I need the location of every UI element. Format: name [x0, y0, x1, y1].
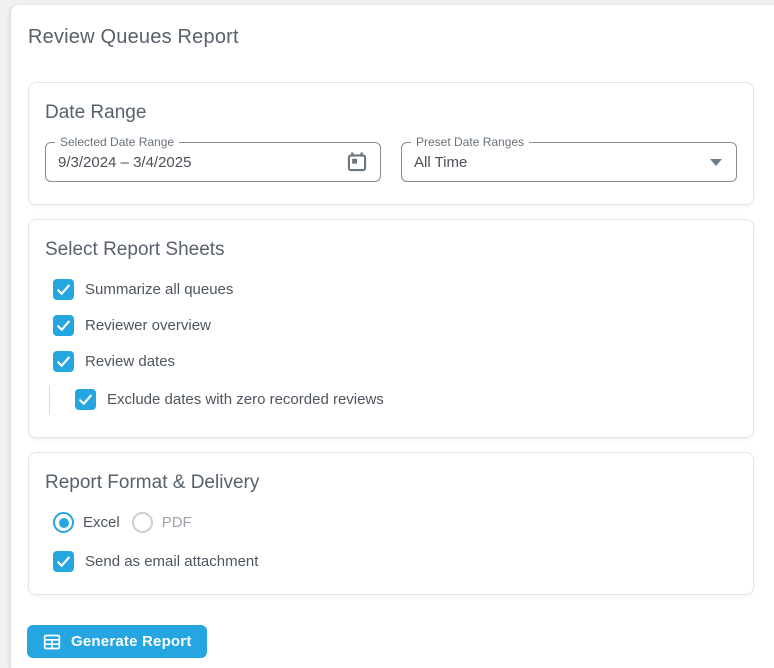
date-range-heading: Date Range — [45, 102, 147, 123]
checkbox-row-reviewer-overview[interactable]: Reviewer overview — [53, 315, 737, 336]
radio-excel[interactable]: Excel — [53, 512, 120, 533]
preset-date-ranges-value: All Time — [414, 153, 468, 171]
format-radio-group: Excel PDF — [45, 512, 737, 533]
report-sheets-card: Select Report Sheets Summarize all queue… — [28, 219, 754, 438]
report-sheets-heading: Select Report Sheets — [45, 239, 225, 260]
radio-selected-icon[interactable] — [53, 512, 74, 533]
selected-date-range-label: Selected Date Range — [55, 135, 180, 149]
checkbox-row-exclude-zero-review-dates[interactable]: Exclude dates with zero recorded reviews — [75, 389, 737, 410]
table-icon — [42, 632, 62, 652]
checkbox-checked-icon[interactable] — [75, 389, 96, 410]
checkbox-row-summarize-all-queues[interactable]: Summarize all queues — [53, 279, 737, 300]
radio-label: PDF — [161, 514, 192, 531]
delivery-options: Send as email attachment — [45, 551, 737, 572]
checkbox-checked-icon[interactable] — [53, 351, 74, 372]
radio-label: Excel — [83, 514, 120, 531]
checkbox-label: Summarize all queues — [85, 281, 234, 298]
report-sheets-options: Summarize all queues Reviewer overview R… — [45, 279, 737, 415]
preset-date-ranges-label: Preset Date Ranges — [411, 135, 530, 149]
checkbox-row-send-as-email[interactable]: Send as email attachment — [53, 551, 737, 572]
checkbox-checked-icon[interactable] — [53, 279, 74, 300]
date-range-card: Date Range Selected Date Range 9/3/2024 … — [28, 82, 754, 205]
checkbox-label: Exclude dates with zero recorded reviews — [107, 391, 384, 408]
checkbox-row-review-dates[interactable]: Review dates — [53, 351, 737, 372]
page-title: Review Queues Report — [28, 26, 239, 48]
checkbox-checked-icon[interactable] — [53, 315, 74, 336]
generate-report-label: Generate Report — [71, 633, 192, 650]
format-delivery-card: Report Format & Delivery Excel PDF Send … — [28, 452, 754, 595]
chevron-down-icon — [710, 158, 722, 166]
checkbox-label: Send as email attachment — [85, 553, 259, 570]
checkbox-label: Reviewer overview — [85, 317, 211, 334]
calendar-icon[interactable] — [346, 151, 368, 173]
preset-date-ranges-select[interactable]: Preset Date Ranges All Time — [401, 135, 737, 182]
generate-report-button[interactable]: Generate Report — [27, 625, 207, 658]
radio-unselected-icon[interactable] — [131, 512, 153, 533]
indented-option-group: Exclude dates with zero recorded reviews — [49, 385, 737, 415]
format-delivery-heading: Report Format & Delivery — [45, 472, 260, 493]
checkbox-checked-icon[interactable] — [53, 551, 74, 572]
report-panel: Review Queues Report Date Range Selected… — [11, 5, 774, 668]
date-range-fields: Selected Date Range 9/3/2024 – 3/4/2025 … — [45, 135, 737, 182]
selected-date-range-field[interactable]: Selected Date Range 9/3/2024 – 3/4/2025 — [45, 135, 381, 182]
checkbox-label: Review dates — [85, 353, 176, 370]
selected-date-range-value: 9/3/2024 – 3/4/2025 — [58, 153, 192, 171]
radio-pdf[interactable]: PDF — [131, 512, 192, 533]
